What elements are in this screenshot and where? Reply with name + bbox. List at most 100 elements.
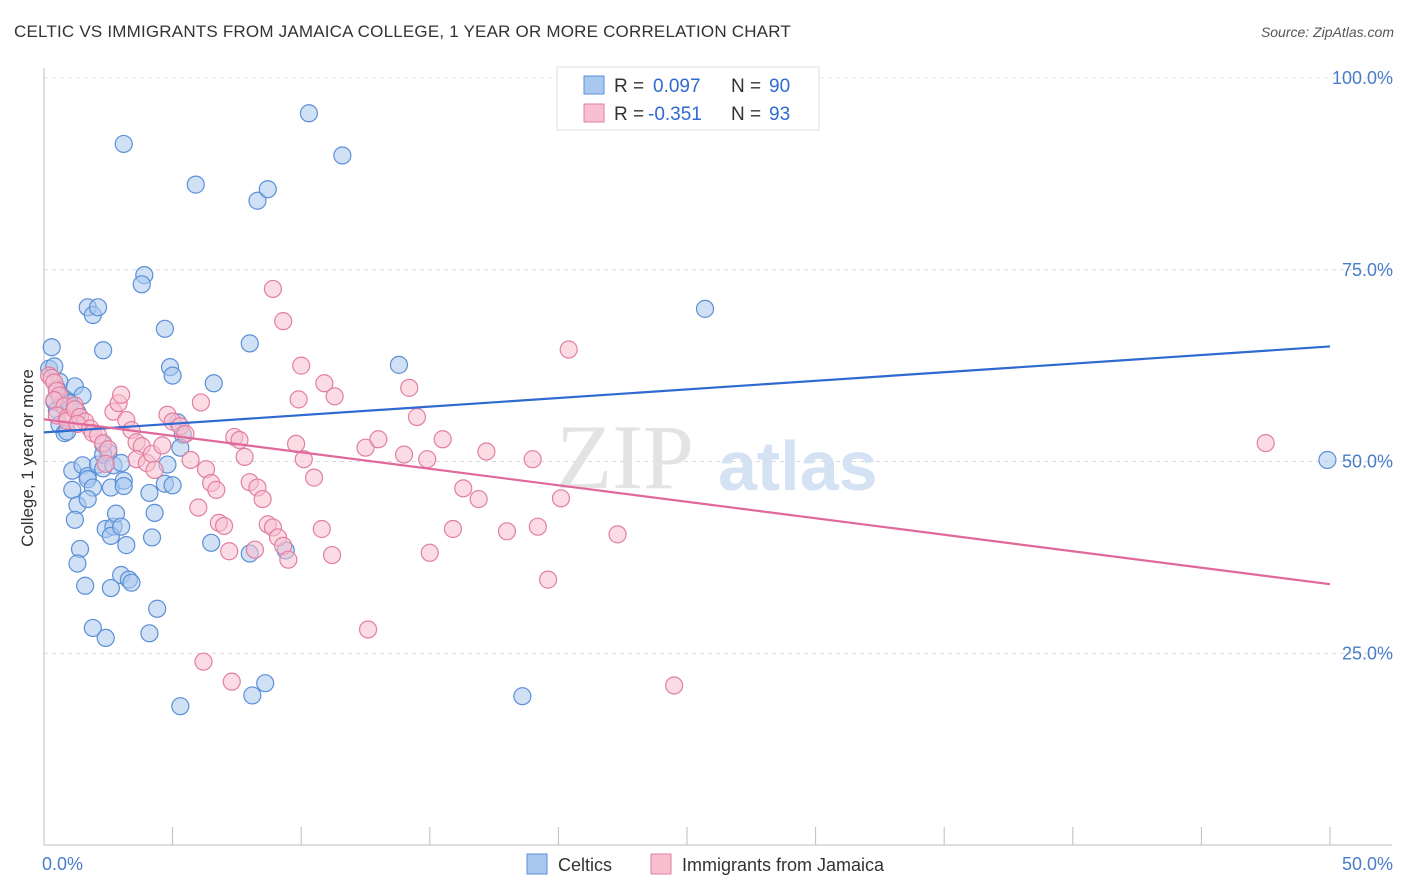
- point-jamaica: [322, 545, 342, 565]
- point-celtics: [101, 578, 120, 598]
- point-jamaica: [304, 468, 324, 487]
- point-celtics: [299, 104, 319, 123]
- bottom-legend-swatch-jamaica: [650, 853, 672, 875]
- point-celtics: [240, 334, 259, 353]
- point-celtics: [63, 480, 82, 499]
- data-points: [40, 104, 1337, 716]
- legend-r-label-celtics: R =: [614, 76, 644, 97]
- point-celtics: [163, 366, 182, 385]
- legend-r-label-jamaica: R =: [614, 104, 644, 125]
- point-jamaica: [420, 543, 439, 562]
- point-jamaica: [189, 498, 208, 517]
- point-jamaica: [665, 676, 684, 695]
- point-jamaica: [497, 522, 517, 541]
- point-celtics: [155, 319, 174, 338]
- point-jamaica: [551, 489, 571, 508]
- legend-swatch-celtics: [583, 75, 605, 95]
- point-jamaica: [477, 442, 496, 461]
- point-celtics: [114, 134, 133, 154]
- point-jamaica: [358, 620, 378, 639]
- point-jamaica: [369, 430, 388, 449]
- point-jamaica: [153, 436, 172, 455]
- point-celtics: [256, 674, 275, 693]
- legend-r-value-jamaica: -0.351: [648, 104, 702, 125]
- bottom-legend-label-celtics: Celtics: [558, 855, 612, 875]
- point-celtics: [94, 341, 113, 360]
- watermark-atlas: atlas: [718, 427, 878, 505]
- point-jamaica: [469, 489, 488, 509]
- legend-n-label-celtics: N =: [731, 76, 761, 97]
- point-jamaica: [407, 407, 427, 427]
- point-jamaica: [294, 450, 313, 469]
- point-celtics: [163, 476, 182, 495]
- point-celtics: [243, 686, 262, 705]
- point-celtics: [333, 146, 352, 165]
- point-jamaica: [1256, 433, 1275, 453]
- bottom-legend: Celtics Immigrants from Jamaica: [526, 853, 885, 875]
- point-celtics: [96, 628, 115, 648]
- point-celtics: [83, 618, 102, 638]
- y-axis-label: College, 1 year or more: [18, 369, 37, 547]
- point-jamaica: [356, 438, 375, 457]
- tick-labels: 25.0% 50.0% 75.0% 100.0% 0.0% 50.0%: [42, 68, 1393, 874]
- trend-lines: [43, 345, 1331, 586]
- point-celtics: [112, 453, 131, 473]
- point-jamaica: [325, 387, 344, 406]
- point-jamaica: [559, 340, 578, 359]
- point-celtics: [112, 517, 131, 536]
- point-jamaica: [433, 430, 452, 449]
- point-jamaica: [608, 525, 627, 544]
- point-celtics: [117, 536, 136, 555]
- point-jamaica: [274, 312, 293, 331]
- point-celtics: [389, 355, 409, 374]
- trend-line-celtics: [43, 345, 1331, 434]
- legend-r-value-celtics: 0.097: [653, 76, 701, 97]
- legend-n-value-celtics: 90: [769, 76, 790, 97]
- point-celtics: [248, 191, 267, 210]
- bottom-legend-swatch-celtics: [526, 853, 548, 875]
- watermark-zip: ZIP: [556, 406, 694, 508]
- chart-title: CELTIC VS IMMIGRANTS FROM JAMAICA COLLEG…: [14, 22, 791, 41]
- point-celtics: [142, 528, 162, 547]
- point-jamaica: [222, 672, 241, 691]
- point-celtics: [76, 576, 95, 595]
- point-jamaica: [96, 454, 115, 473]
- point-celtics: [1318, 450, 1337, 470]
- point-celtics: [140, 624, 159, 643]
- point-celtics: [132, 275, 151, 294]
- point-jamaica: [443, 519, 463, 539]
- point-jamaica: [253, 489, 272, 509]
- point-celtics: [78, 489, 97, 509]
- point-jamaica: [454, 479, 473, 498]
- point-jamaica: [207, 480, 226, 499]
- point-celtics: [202, 533, 221, 552]
- y-tick-label: 50.0%: [1342, 452, 1393, 472]
- point-celtics: [204, 374, 223, 393]
- x-tick-label-min: 0.0%: [42, 854, 83, 874]
- axes: [43, 68, 1392, 846]
- point-celtics: [122, 573, 141, 592]
- point-jamaica: [112, 385, 131, 404]
- point-jamaica: [145, 460, 164, 480]
- point-jamaica: [181, 450, 200, 470]
- point-celtics: [695, 299, 715, 318]
- trend-line-jamaica: [43, 418, 1331, 586]
- point-jamaica: [292, 356, 311, 375]
- point-jamaica: [312, 519, 331, 539]
- point-celtics: [258, 180, 277, 199]
- bottom-legend-label-jamaica: Immigrants from Jamaica: [682, 855, 885, 875]
- point-jamaica: [235, 447, 254, 466]
- point-jamaica: [279, 550, 298, 569]
- legend-n-value-jamaica: 93: [769, 104, 790, 125]
- point-jamaica: [214, 516, 234, 536]
- point-jamaica: [191, 393, 210, 412]
- point-jamaica: [194, 652, 213, 671]
- point-jamaica: [220, 542, 239, 561]
- point-jamaica: [539, 570, 558, 589]
- point-celtics: [186, 175, 205, 194]
- point-jamaica: [315, 374, 334, 393]
- legend: R = 0.097 N = 90 R = -0.351 N = 93: [556, 66, 820, 131]
- legend-swatch-jamaica: [583, 103, 605, 123]
- point-celtics: [88, 298, 108, 317]
- point-jamaica: [418, 450, 437, 469]
